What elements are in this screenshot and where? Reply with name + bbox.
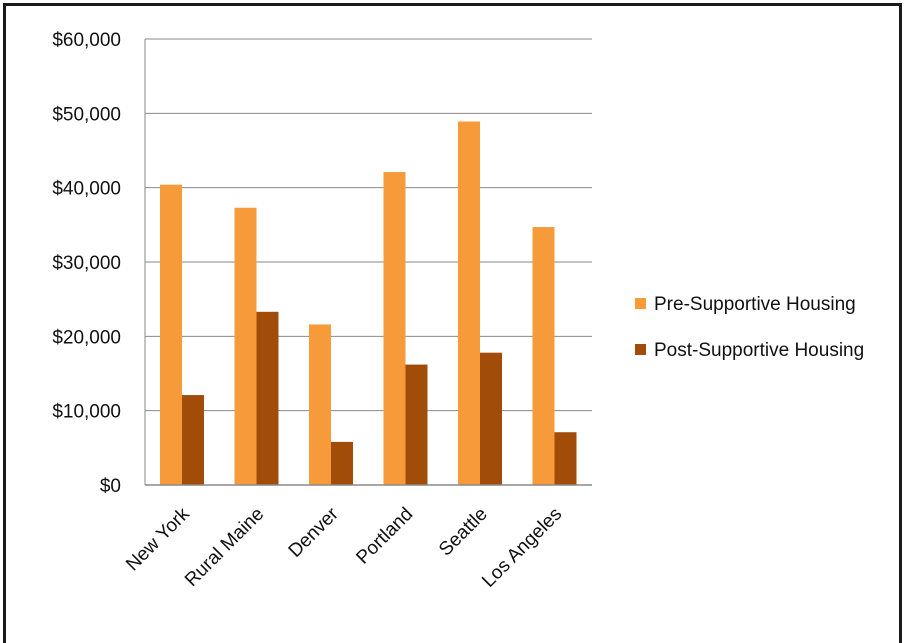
bar-pre-rural-maine: [234, 207, 257, 485]
x-tick-label: Portland: [352, 504, 417, 569]
chart-frame: [3, 3, 902, 643]
y-tick-label: $30,000: [52, 253, 121, 274]
bar-post-rural-maine: [256, 311, 279, 485]
x-tick-label: Rural Maine: [181, 504, 268, 591]
bar-pre-portland: [383, 172, 406, 485]
bar-pre-seattle: [458, 121, 480, 485]
legend-swatch-post: [635, 344, 646, 355]
bar-post-seattle: [480, 352, 502, 485]
bar-pre-new-york: [160, 184, 182, 485]
y-tick-label: $20,000: [52, 327, 121, 348]
y-tick-label: $40,000: [52, 179, 121, 200]
bars: [160, 121, 577, 485]
bar-post-new-york: [182, 395, 204, 485]
x-tick-label: Denver: [285, 503, 344, 562]
x-tick-label: Los Angeles: [478, 504, 566, 592]
bar-pre-denver: [309, 324, 331, 485]
bar-post-los-angeles: [554, 432, 577, 485]
y-tick-label: $0: [100, 476, 121, 497]
legend: Pre-Supportive Housing Post-Supportive Ho…: [635, 294, 864, 361]
bar-post-portland: [405, 364, 428, 485]
y-tick-label: $10,000: [52, 402, 121, 423]
bar-pre-los-angeles: [532, 227, 555, 485]
grid-lines: [145, 38, 592, 412]
legend-label-post: Post-Supportive Housing: [654, 340, 864, 361]
y-tick-label: $50,000: [52, 104, 121, 125]
x-tick-label: New York: [122, 503, 194, 575]
y-tick-label: $60,000: [52, 30, 121, 51]
legend-label-pre: Pre-Supportive Housing: [654, 294, 856, 315]
y-axis-tick-labels: $0 $10,000 $20,000 $30,000 $40,000 $50,000 $60…: [52, 30, 121, 497]
legend-swatch-pre: [635, 298, 646, 309]
axes: [144, 39, 592, 486]
x-tick-label: Seattle: [435, 504, 492, 561]
bar-post-denver: [331, 441, 353, 485]
